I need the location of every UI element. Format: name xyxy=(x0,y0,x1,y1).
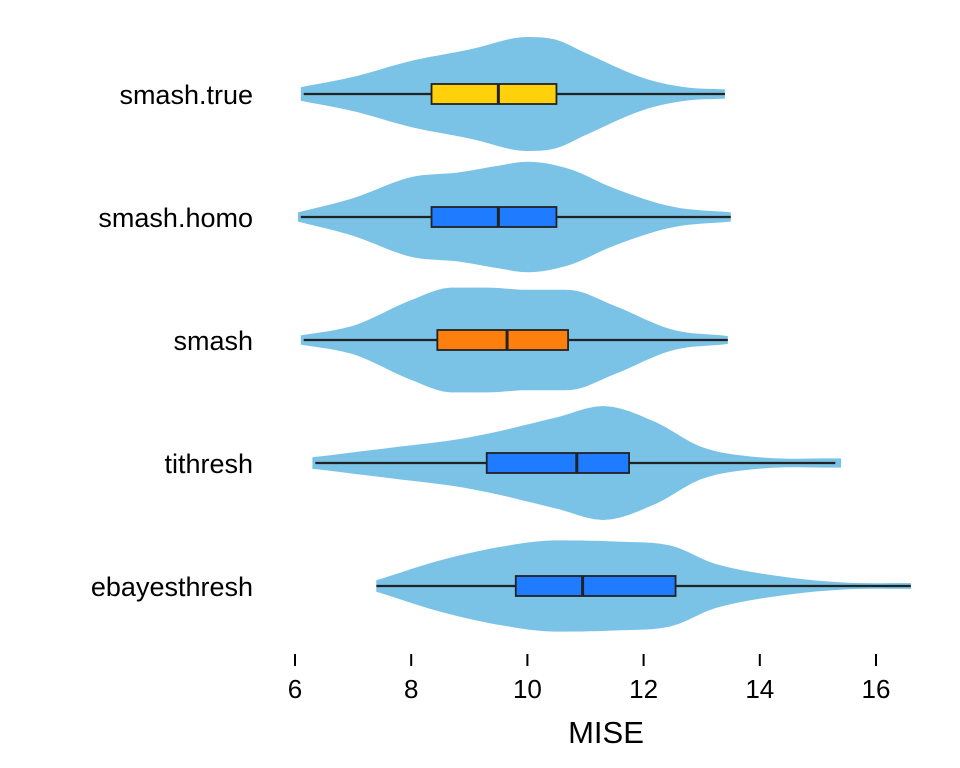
x-tick-label: 12 xyxy=(629,674,658,704)
violin-group xyxy=(300,37,725,151)
x-tick-label: 6 xyxy=(288,674,302,704)
violin-group xyxy=(297,161,731,273)
box-iqr xyxy=(430,83,558,105)
category-label: smash.homo xyxy=(98,203,253,233)
box-iqr xyxy=(430,206,558,228)
box-iqr xyxy=(485,452,630,474)
box-iqr xyxy=(436,329,569,351)
violin-group xyxy=(312,406,842,520)
x-tick-label: 14 xyxy=(745,674,774,704)
violin-group xyxy=(376,540,911,632)
category-label: smash.true xyxy=(119,80,253,110)
violin-plots xyxy=(297,37,911,632)
x-tick-label: 10 xyxy=(513,674,542,704)
x-tick-label: 8 xyxy=(404,674,418,704)
x-axis-title: MISE xyxy=(568,715,644,750)
category-label: ebayesthresh xyxy=(91,572,253,602)
violin-group xyxy=(300,287,728,393)
category-labels: smash.true smash.homo smash tithresh ebayest… xyxy=(91,80,253,602)
category-label: tithresh xyxy=(164,449,253,479)
category-label: smash xyxy=(173,326,253,356)
box-iqr xyxy=(514,575,677,597)
x-axis: 6 8 10 12 14 16 xyxy=(288,654,891,704)
x-tick-label: 16 xyxy=(862,674,891,704)
